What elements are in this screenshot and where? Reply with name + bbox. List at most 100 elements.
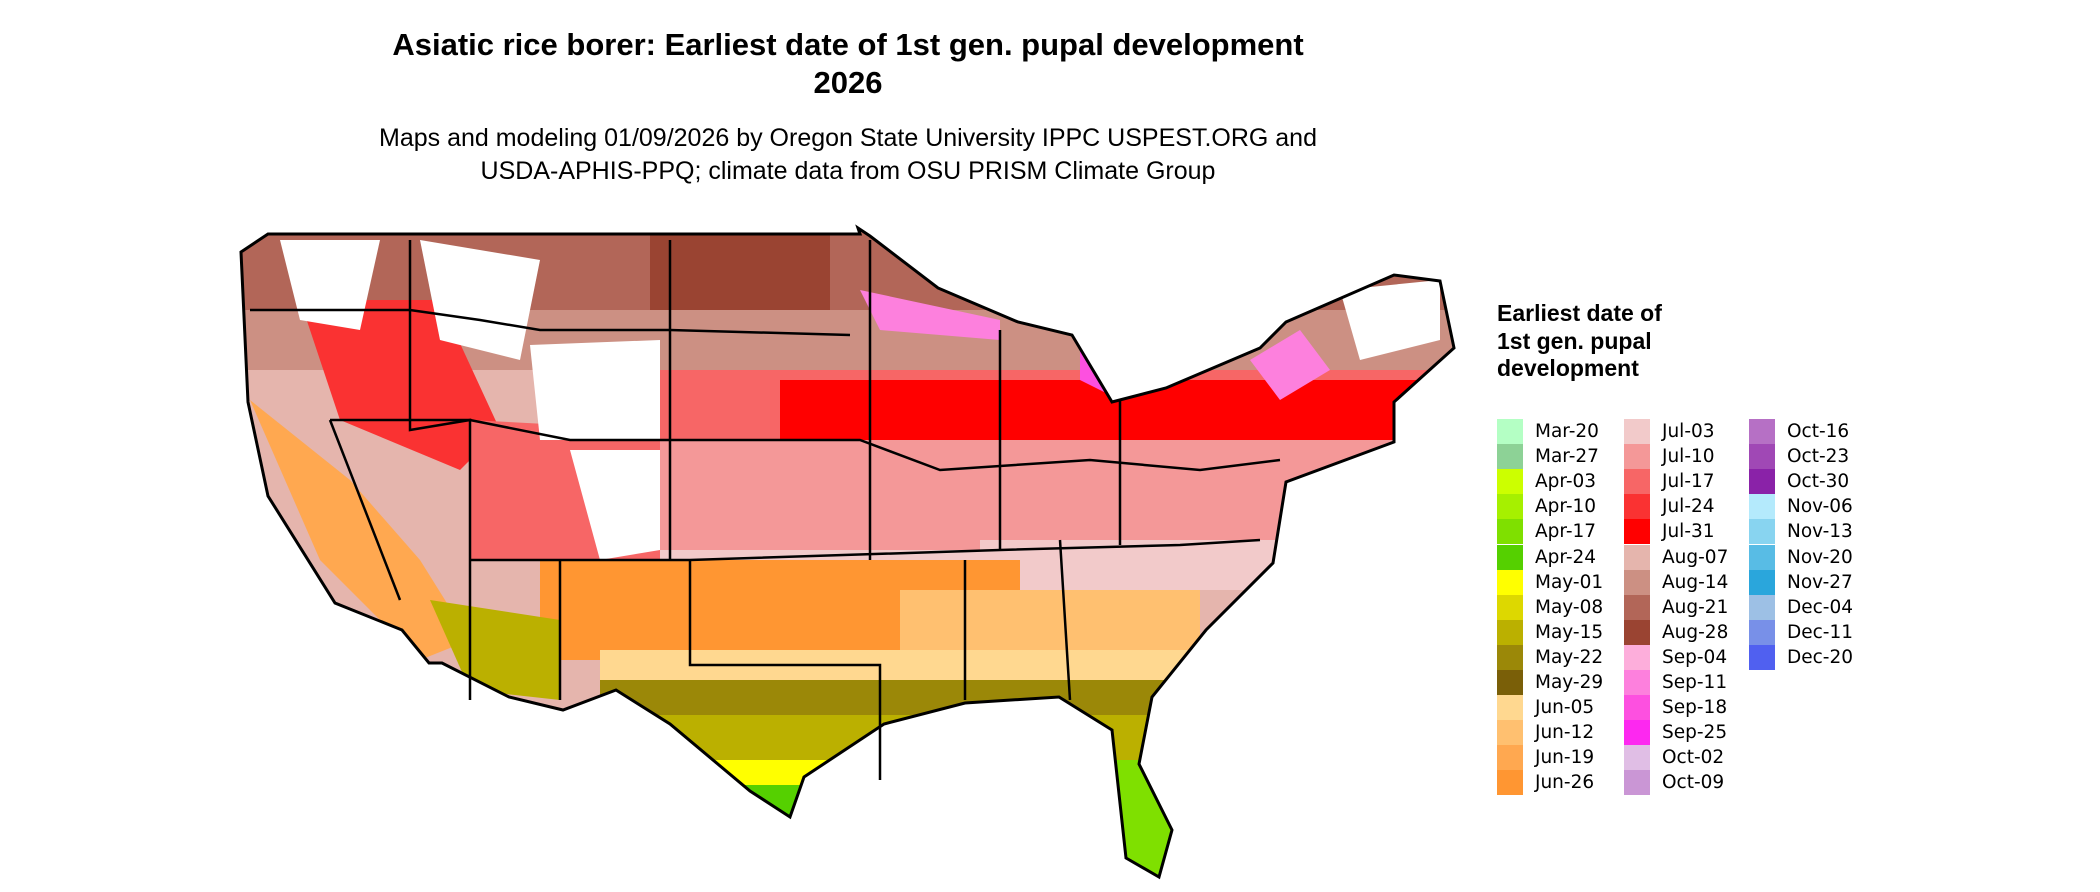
legend-label: May-01 xyxy=(1535,571,1604,593)
legend-item: Jul-17 xyxy=(1624,469,1715,495)
legend-swatch xyxy=(1624,419,1650,444)
legend-item: Mar-27 xyxy=(1497,444,1599,470)
legend-swatch xyxy=(1497,569,1523,595)
legend-label: Nov-06 xyxy=(1787,496,1853,518)
legend-swatch xyxy=(1497,594,1523,620)
legend-swatch xyxy=(1624,519,1650,545)
legend-label: May-22 xyxy=(1535,646,1604,668)
legend-item: Sep-18 xyxy=(1624,695,1727,721)
legend-label: Apr-10 xyxy=(1535,496,1597,518)
legend-swatch xyxy=(1497,644,1523,670)
legend-item: May-01 xyxy=(1497,569,1604,595)
legend-item: May-15 xyxy=(1497,619,1604,645)
legend-swatch xyxy=(1624,644,1650,670)
legend-label: May-15 xyxy=(1535,621,1604,643)
legend-swatch xyxy=(1497,494,1523,520)
legend-item: Dec-11 xyxy=(1749,619,1854,645)
legend-swatch xyxy=(1624,444,1650,470)
legend-item: Apr-17 xyxy=(1497,519,1597,545)
legend-swatch xyxy=(1749,519,1775,545)
legend-item: Aug-14 xyxy=(1624,569,1729,595)
legend-item: Oct-16 xyxy=(1749,419,1849,444)
legend-label: Jun-19 xyxy=(1535,747,1595,769)
legend-label: May-08 xyxy=(1535,596,1604,618)
legend-item: Apr-24 xyxy=(1497,544,1597,570)
legend-item: Nov-13 xyxy=(1749,519,1853,545)
legend-label: Aug-14 xyxy=(1662,571,1729,593)
legend-swatch xyxy=(1624,695,1650,721)
legend-swatch xyxy=(1749,444,1775,470)
legend-label: Apr-24 xyxy=(1535,546,1597,568)
subtitle-line-1: Maps and modeling 01/09/2026 by Oregon S… xyxy=(379,124,1317,152)
legend-label: Jun-12 xyxy=(1535,722,1595,744)
legend-item: Dec-20 xyxy=(1749,644,1854,670)
legend-label: Dec-11 xyxy=(1787,621,1854,643)
legend-label: Nov-27 xyxy=(1787,571,1853,593)
legend-label: Jun-05 xyxy=(1535,697,1595,719)
legend-item: Nov-06 xyxy=(1749,494,1853,520)
legend-swatch xyxy=(1624,594,1650,620)
legend-item: Oct-23 xyxy=(1749,444,1850,470)
legend-swatch xyxy=(1497,695,1523,721)
legend-label: Apr-17 xyxy=(1535,521,1597,543)
legend-label: Sep-04 xyxy=(1662,646,1728,668)
legend-item: Dec-04 xyxy=(1749,594,1854,620)
legend-label: Oct-09 xyxy=(1662,772,1725,794)
legend-item: Sep-25 xyxy=(1624,720,1728,746)
legend-swatch xyxy=(1497,619,1523,645)
legend-swatch xyxy=(1624,745,1650,771)
legend-item: Jul-31 xyxy=(1624,519,1715,545)
legend-item: Jun-05 xyxy=(1497,695,1595,721)
legend-swatch xyxy=(1497,544,1523,570)
legend-item: Oct-02 xyxy=(1624,745,1725,771)
legend-item: Aug-28 xyxy=(1624,619,1728,645)
legend-item: Nov-27 xyxy=(1749,569,1853,595)
legend-swatch xyxy=(1497,720,1523,746)
legend-label: Dec-04 xyxy=(1787,596,1854,618)
legend-swatch xyxy=(1749,594,1775,620)
legend-item: Sep-11 xyxy=(1624,670,1727,695)
legend-label: Dec-20 xyxy=(1787,646,1854,668)
legend-label: Aug-07 xyxy=(1662,546,1729,568)
legend-swatch xyxy=(1749,544,1775,570)
legend-title: Earliest date of 1st gen. pupal developm… xyxy=(1497,300,1662,381)
legend-item: Aug-07 xyxy=(1624,544,1729,570)
map-subtitle: Maps and modeling 01/09/2026 by Oregon S… xyxy=(0,122,1696,188)
title-year: 2026 xyxy=(813,65,883,100)
legend-label: Oct-30 xyxy=(1787,471,1850,493)
legend-swatch xyxy=(1624,494,1650,520)
legend-label: Nov-13 xyxy=(1787,521,1853,543)
legend-label: May-29 xyxy=(1535,672,1604,693)
title-line: Asiatic rice borer: Earliest date of 1st… xyxy=(392,27,1304,62)
legend-item: Aug-21 xyxy=(1624,594,1728,620)
legend-item: Jul-24 xyxy=(1624,494,1715,520)
legend-item: Mar-20 xyxy=(1497,419,1599,444)
legend-swatch xyxy=(1749,569,1775,595)
legend-swatch xyxy=(1624,469,1650,495)
legend-item: Apr-03 xyxy=(1497,469,1596,495)
legend-item: Sep-04 xyxy=(1624,644,1728,670)
legend-label: Jul-03 xyxy=(1662,421,1715,442)
legend-label: Oct-16 xyxy=(1787,421,1850,442)
subtitle-line-2: USDA-APHIS-PPQ; climate data from OSU PR… xyxy=(480,157,1216,185)
legend-item: Jul-10 xyxy=(1624,444,1715,470)
legend-swatch xyxy=(1624,670,1650,695)
legend-label: Jul-17 xyxy=(1662,471,1715,493)
legend-item: May-08 xyxy=(1497,594,1604,620)
legend-swatch xyxy=(1497,444,1523,470)
legend-swatch xyxy=(1749,419,1775,444)
legend-label: Oct-23 xyxy=(1787,446,1850,468)
legend-swatch xyxy=(1497,419,1523,444)
legend-item: Apr-10 xyxy=(1497,494,1597,520)
legend-item: Jun-19 xyxy=(1497,745,1595,771)
legend-swatch xyxy=(1749,619,1775,645)
legend-item: Jul-03 xyxy=(1624,419,1715,444)
legend-swatch xyxy=(1624,720,1650,746)
legend-label: Oct-02 xyxy=(1662,747,1725,769)
legend-label: Jun-26 xyxy=(1535,772,1595,794)
legend-swatch xyxy=(1497,670,1523,695)
legend-label: Sep-25 xyxy=(1662,722,1728,744)
legend-item: Jun-12 xyxy=(1497,720,1595,746)
legend-item: Nov-20 xyxy=(1749,544,1853,570)
legend-label: Jul-10 xyxy=(1662,446,1715,468)
